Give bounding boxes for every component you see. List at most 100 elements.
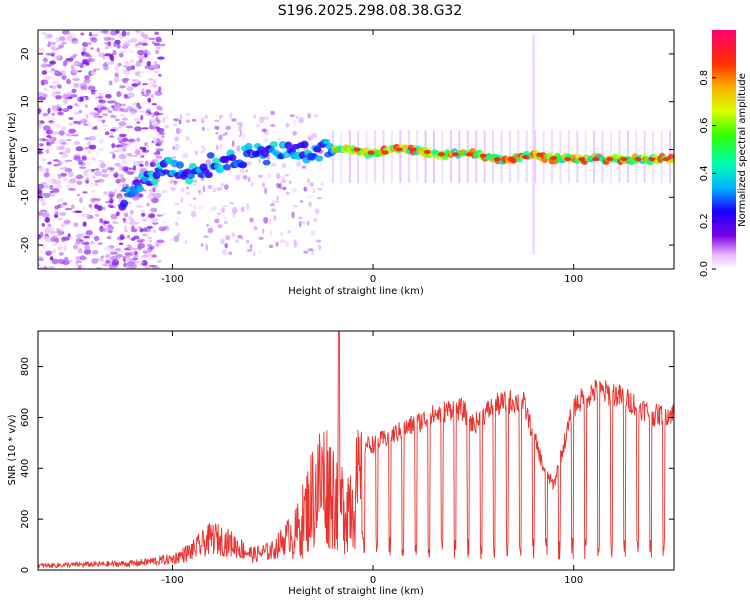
noise-blob (153, 192, 162, 199)
noise-blob (144, 65, 149, 70)
noise-blob (61, 41, 67, 45)
noise-blob (155, 38, 163, 43)
noise-blob (139, 238, 145, 242)
noise-blob (129, 59, 135, 63)
noise-blob (99, 102, 106, 108)
noise-blob (170, 187, 176, 191)
noise-blob (156, 105, 162, 111)
noise-blob (104, 131, 110, 136)
noise-blob (62, 98, 68, 105)
noise-blob (156, 214, 163, 217)
noise-blob (60, 145, 66, 150)
ridge-peak (493, 157, 501, 162)
noise-blob (51, 91, 57, 98)
noise-blob (293, 119, 296, 127)
noise-blob (139, 228, 144, 233)
noise-blob (90, 206, 96, 211)
noise-blob (135, 62, 142, 67)
noise-blob (246, 161, 252, 166)
noise-blob (59, 204, 65, 207)
noise-blob (109, 193, 114, 199)
noise-blob (110, 30, 118, 36)
noise-blob (158, 73, 162, 77)
noise-blob (180, 196, 184, 204)
noise-blob (114, 72, 119, 78)
noise-blob (88, 56, 92, 63)
noise-blob (174, 143, 180, 151)
colorbar: 0.0 0.2 0.4 0.6 0.8 Normalized spectral ampl… (699, 30, 748, 277)
noise-blob (94, 171, 102, 177)
noise-blob (185, 119, 191, 123)
noise-blob (93, 217, 101, 220)
noise-blob (259, 116, 265, 124)
y-tick-label: 800 (20, 357, 31, 376)
noise-blob (164, 115, 169, 119)
noise-blob (116, 91, 122, 98)
noise-blob (112, 172, 116, 175)
noise-blob (43, 87, 48, 91)
noise-blob (230, 111, 233, 118)
noise-blob (182, 153, 189, 159)
noise-blob (43, 94, 49, 98)
noise-blob (122, 65, 128, 68)
noise-blob (133, 118, 141, 122)
noise-blob (225, 235, 231, 241)
noise-blob (106, 236, 112, 240)
noise-blob (153, 111, 160, 116)
noise-blob (40, 209, 47, 213)
noise-blob (90, 89, 96, 95)
noise-blob (112, 204, 121, 210)
noise-blob (87, 140, 92, 147)
noise-blob (40, 120, 45, 124)
noise-blob (111, 143, 116, 149)
noise-blob (158, 226, 166, 232)
noise-blob (62, 93, 70, 100)
noise-streak (348, 130, 351, 183)
noise-blob (126, 106, 134, 111)
ridge-peak (508, 157, 515, 162)
noise-blob (54, 205, 59, 210)
noise-blob (63, 178, 68, 182)
snr-xlabel: Height of straight line (km) (288, 586, 424, 597)
noise-blob (109, 151, 115, 155)
noise-streak (357, 130, 360, 183)
noise-blob (44, 183, 48, 188)
noise-blob (88, 135, 97, 141)
noise-blob (84, 168, 93, 172)
noise-blob (92, 250, 99, 255)
noise-blob (48, 70, 54, 73)
noise-blob (177, 232, 181, 237)
noise-blob (85, 176, 90, 183)
ridge-peak (465, 152, 473, 157)
noise-blob (141, 233, 148, 237)
noise-blob (295, 241, 299, 246)
noise-blob (175, 127, 181, 135)
noise-blob (61, 75, 67, 80)
noise-blob (291, 188, 298, 193)
ridge-cell (206, 152, 215, 159)
noise-blob (269, 203, 275, 207)
noise-blob (65, 58, 74, 63)
noise-blob (72, 77, 80, 81)
noise-blob (103, 246, 112, 252)
noise-blob (150, 207, 158, 213)
noise-blob (45, 75, 51, 81)
noise-blob (87, 150, 92, 154)
noise-blob (39, 249, 44, 254)
noise-blob (174, 136, 179, 142)
noise-blob (136, 137, 141, 142)
noise-blob (103, 192, 108, 194)
ridge-peak (451, 152, 459, 157)
y-tick-label: 400 (20, 459, 31, 478)
noise-blob (110, 57, 115, 62)
noise-blob (49, 60, 57, 66)
noise-blob (107, 204, 114, 208)
noise-blob (42, 112, 49, 117)
figure-title: S196.2025.298.08.38.G32 (278, 3, 463, 19)
noise-blob (245, 169, 248, 173)
noise-blob (228, 251, 233, 255)
noise-blob (78, 166, 87, 169)
noise-blob (38, 108, 42, 114)
noise-blob (231, 118, 237, 122)
